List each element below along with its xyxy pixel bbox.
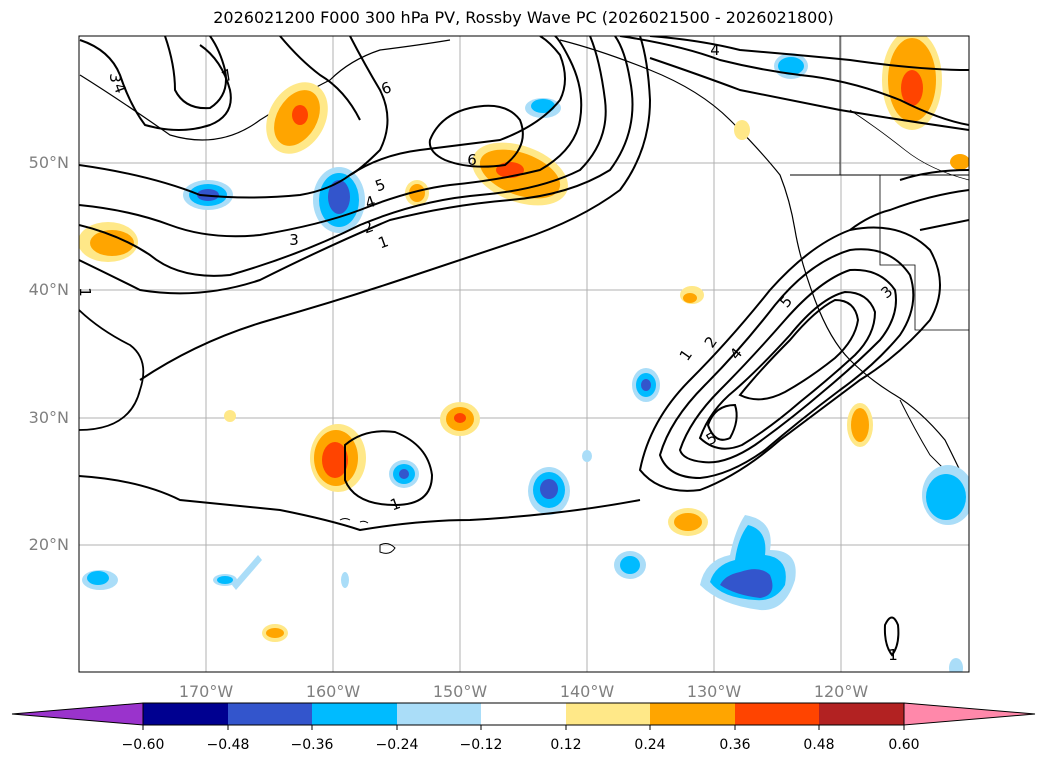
plot-frame	[78, 35, 970, 673]
colorbar-tick-label: 0.24	[634, 737, 666, 753]
contour-label: 7	[219, 65, 236, 85]
lon-label-150w: 150°W	[432, 682, 488, 701]
colorbar-swatch	[735, 703, 819, 725]
colorbar-tick-label: −0.12	[459, 737, 503, 753]
contour-label: 5	[776, 292, 796, 311]
contour-label: 5	[373, 175, 388, 195]
colorbar-tick-label: 0.48	[803, 737, 835, 753]
colorbar-swatch	[312, 703, 397, 725]
contour-label: 3	[106, 73, 124, 83]
map-title: 2026021200 F000 300 hPa PV, Rossby Wave …	[213, 8, 834, 27]
contour-label: 4	[710, 41, 720, 59]
colorbar-tick-label: 0.36	[719, 737, 751, 753]
graticule	[79, 36, 969, 672]
colorbar-swatch	[481, 703, 566, 725]
lon-label-170w: 170°W	[178, 682, 234, 701]
lon-label-120w: 120°W	[813, 682, 869, 701]
colorbar-swatch	[566, 703, 650, 725]
contour-label: 1	[888, 646, 898, 664]
contour-label: 4	[363, 192, 378, 212]
colorbar-tick-label: −0.60	[121, 737, 165, 753]
lon-label-140w: 140°W	[559, 682, 615, 701]
colorbar	[11, 702, 1036, 730]
contour-label: 2	[701, 333, 721, 351]
contour-label: 1	[76, 287, 94, 297]
contour-label: 6	[467, 151, 477, 169]
lat-label-50n: 50°N	[28, 153, 69, 172]
pv-contours	[79, 36, 969, 657]
colorbar-swatch	[228, 703, 312, 725]
colorbar-tick-label: 0.12	[550, 737, 582, 753]
colorbar-swatch	[650, 703, 735, 725]
colorbar-tick-label: −0.36	[290, 737, 334, 753]
colorbar-swatch	[397, 703, 481, 725]
contour-label: 3	[289, 231, 299, 249]
colorbar-tick-label: −0.24	[375, 737, 419, 753]
colorbar-tick-label: −0.48	[206, 737, 250, 753]
lon-label-130w: 130°W	[686, 682, 742, 701]
colorbar-swatch	[819, 703, 904, 725]
colorbar-swatch	[143, 703, 228, 725]
positive-anomalies	[79, 36, 969, 642]
lat-label-40n: 40°N	[28, 280, 69, 299]
contour-label: 3	[877, 282, 896, 302]
negative-anomalies	[82, 53, 969, 672]
contour-label: 6	[379, 78, 394, 98]
colorbar-tick-label: 0.60	[888, 737, 920, 753]
colorbar-min-extend	[11, 702, 144, 726]
contour-label: 1	[376, 232, 391, 252]
lat-label-30n: 30°N	[28, 408, 69, 427]
colorbar-max-extend	[903, 702, 1036, 726]
lon-label-160w: 160°W	[305, 682, 361, 701]
lat-label-20n: 20°N	[28, 535, 69, 554]
coastlines	[79, 36, 969, 554]
contour-label: 1	[676, 346, 696, 364]
